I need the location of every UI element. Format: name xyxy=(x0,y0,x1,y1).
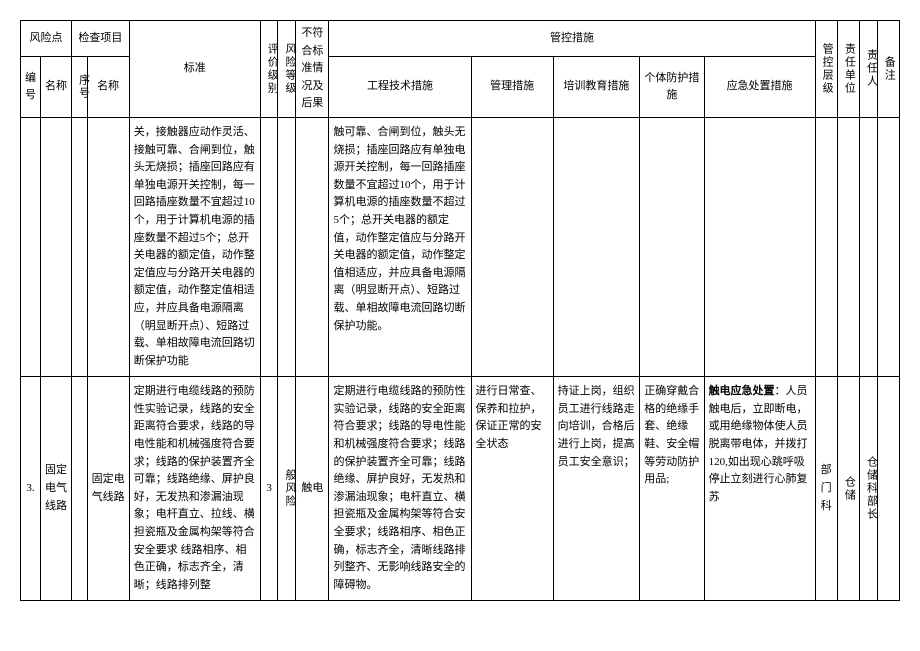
hdr-emerg: 应急处置措施 xyxy=(704,57,815,118)
hdr-risk-point: 风险点 xyxy=(21,21,72,57)
table-row: 3. 固定电气线路 固定电气线路 定期进行电缆线路的预防性实验记录，线路的安全距… xyxy=(21,377,900,601)
cell-name: 固定电气线路 xyxy=(40,377,71,601)
control-table: 风险点 检查项目 标准 评价级别 风险等级 不符合标准情况及后果 管控措施 管控… xyxy=(20,20,900,601)
hdr-check-name: 名称 xyxy=(87,57,129,118)
cell-unit: 仓储 xyxy=(837,377,859,601)
cell xyxy=(640,117,704,376)
hdr-standard: 标准 xyxy=(129,21,260,118)
cell xyxy=(837,117,859,376)
hdr-check-item: 检查项目 xyxy=(72,21,130,57)
cell xyxy=(21,117,41,376)
hdr-edu: 培训教育措施 xyxy=(553,57,640,118)
header-row-1: 风险点 检查项目 标准 评价级别 风险等级 不符合标准情况及后果 管控措施 管控… xyxy=(21,21,900,57)
hdr-unit: 责任单位 xyxy=(837,21,859,118)
cell xyxy=(296,117,329,376)
cell-noncon: 触电 xyxy=(296,377,329,601)
hdr-note: 备注 xyxy=(877,21,899,118)
cell xyxy=(471,117,553,376)
cell xyxy=(877,377,899,601)
cell xyxy=(87,117,129,376)
hdr-risk: 风险等级 xyxy=(278,21,296,118)
cell-standard: 关，接触器应动作灵活、接触可靠、合闸到位，触头无烧损；插座回路应有单独电源开关控… xyxy=(129,117,260,376)
cell xyxy=(553,117,640,376)
cell-mgmt: 进行日常查、保养和拉护，保证正常的安全状态 xyxy=(471,377,553,601)
hdr-number: 编号 xyxy=(21,57,41,118)
hdr-ppe: 个体防护措施 xyxy=(640,57,704,118)
hdr-tech: 工程技术措施 xyxy=(329,57,471,118)
hdr-name: 名称 xyxy=(40,57,71,118)
cell xyxy=(40,117,71,376)
cell-ppe: 正确穿戴合格的绝缘手套、绝缘鞋、安全帽等劳动防护用品; xyxy=(640,377,704,601)
cell xyxy=(278,117,296,376)
hdr-noncon: 不符合标准情况及后果 xyxy=(296,21,329,118)
cell xyxy=(704,117,815,376)
hdr-person: 责任人 xyxy=(859,21,877,118)
cell-standard: 定期进行电缆线路的预防性实验记录，线路的安全距离符合要求，线路的导电性能和机械强… xyxy=(129,377,260,601)
hdr-seq: 序号 xyxy=(72,57,88,118)
cell xyxy=(72,377,88,601)
hdr-eval: 评价级别 xyxy=(260,21,278,118)
hdr-control: 管控措施 xyxy=(329,21,815,57)
cell xyxy=(859,117,877,376)
cell xyxy=(72,117,88,376)
cell xyxy=(260,117,278,376)
table-row: 关，接触器应动作灵活、接触可靠、合闸到位，触头无烧损；插座回路应有单独电源开关控… xyxy=(21,117,900,376)
cell-risk: 般风险 xyxy=(278,377,296,601)
cell-tech: 触可靠、合闸到位，触头无烧损；插座回路应有单独电源开关控制，每一回路插座数量不宜… xyxy=(329,117,471,376)
cell-level: 部门科 xyxy=(815,377,837,601)
cell-number: 3. xyxy=(21,377,41,601)
hdr-level: 管控层级 xyxy=(815,21,837,118)
cell-emerg: 触电应急处置：人员触电后，立即断电，或用绝缘物体使人员脱离带电体，并拨打120,… xyxy=(704,377,815,601)
cell-tech: 定期进行电缆线路的预防性实验记录，线路的安全距离符合要求；线路的导电性能和机械强… xyxy=(329,377,471,601)
cell-check-name: 固定电气线路 xyxy=(87,377,129,601)
cell xyxy=(877,117,899,376)
cell-eval: 3 xyxy=(260,377,278,601)
cell-person: 仓储科部长 xyxy=(859,377,877,601)
cell-edu: 持证上岗，组织员工进行线路走向培训，合格后进行上岗，提高员工安全意识； xyxy=(553,377,640,601)
cell xyxy=(815,117,837,376)
hdr-mgmt: 管理措施 xyxy=(471,57,553,118)
